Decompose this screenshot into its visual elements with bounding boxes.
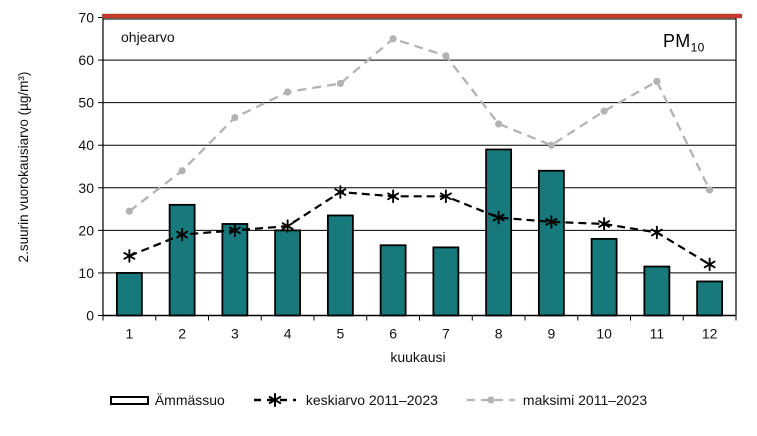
- svg-text:12: 12: [702, 326, 718, 342]
- y-axis-title: 2.suurin vuorokausiarvo (µg/m³): [16, 71, 31, 263]
- svg-text:50: 50: [78, 95, 94, 111]
- dashed-asterisk-line-icon: [253, 392, 296, 408]
- svg-text:9: 9: [547, 326, 555, 342]
- legend-label-ammassuo: Ämmässuo: [154, 392, 225, 408]
- chart-title-main: PM: [663, 31, 691, 51]
- svg-text:10: 10: [596, 326, 612, 342]
- chart-title-sub: 10: [690, 40, 705, 55]
- legend-item-maksimi: maksimi 2011–2023: [465, 392, 647, 408]
- svg-text:70: 70: [78, 10, 94, 26]
- svg-text:30: 30: [78, 180, 94, 196]
- svg-text:60: 60: [78, 52, 94, 68]
- svg-text:6: 6: [389, 326, 397, 342]
- legend-item-ammassuo: Ämmässuo: [109, 392, 225, 408]
- svg-text:10: 10: [78, 265, 94, 281]
- legend: Ämmässuo keskiarvo 2011–2023 maksimi 201…: [0, 392, 757, 408]
- svg-text:40: 40: [78, 137, 94, 153]
- guideline-label: ohjearvo: [121, 29, 175, 45]
- svg-text:5: 5: [336, 326, 344, 342]
- dashed-dot-line-icon: [466, 396, 515, 404]
- svg-text:11: 11: [650, 326, 665, 342]
- svg-text:4: 4: [284, 326, 292, 342]
- svg-text:0: 0: [86, 308, 94, 324]
- svg-text:8: 8: [495, 326, 503, 342]
- svg-text:1: 1: [125, 326, 133, 342]
- legend-item-keskiarvo: keskiarvo 2011–2023: [252, 392, 438, 408]
- chart-title: PM10: [663, 31, 705, 55]
- svg-text:2: 2: [178, 326, 186, 342]
- svg-text:20: 20: [78, 222, 94, 238]
- svg-text:7: 7: [442, 326, 450, 342]
- legend-label-maksimi: maksimi 2011–2023: [522, 392, 648, 408]
- x-axis-title: kuukausi: [390, 349, 446, 365]
- legend-label-keskiarvo: keskiarvo 2011–2023: [305, 392, 438, 408]
- bar-swatch-icon: [109, 395, 149, 405]
- svg-text:3: 3: [231, 326, 239, 342]
